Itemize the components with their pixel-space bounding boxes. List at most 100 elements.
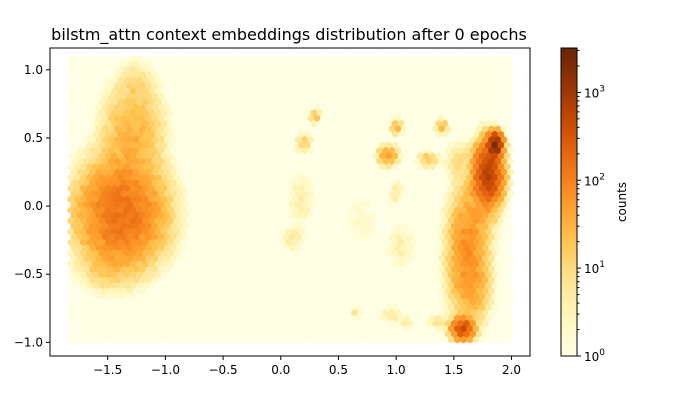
hex-cell <box>441 335 449 344</box>
hex-cell <box>67 335 75 344</box>
x-tick-label: −1.5 <box>93 363 122 377</box>
hex-cell <box>154 335 162 344</box>
hex-cell <box>354 335 361 344</box>
y-tick-label: −1.0 <box>14 335 43 349</box>
hex-cell <box>335 335 343 344</box>
x-tick-label: −0.5 <box>209 363 238 377</box>
hex-cell <box>397 335 405 344</box>
hex-cell <box>435 335 442 344</box>
hex-cell <box>298 335 305 344</box>
hex-cell <box>223 335 231 344</box>
hex-cell <box>273 335 280 344</box>
hex-cell <box>167 335 174 344</box>
hex-cell <box>373 335 380 344</box>
hexbin-cells <box>67 55 514 344</box>
hex-cell <box>291 335 299 344</box>
hex-cell <box>503 335 511 344</box>
x-tick-label: 2.0 <box>502 363 521 377</box>
hex-cell <box>497 335 505 344</box>
hex-cell <box>429 335 436 344</box>
hex-cell <box>254 335 262 344</box>
hex-cell <box>479 335 486 344</box>
hex-cell <box>460 335 467 344</box>
hex-cell <box>329 335 336 344</box>
hex-cell <box>235 335 243 344</box>
x-axis: −1.5 −1.0 −0.5 0.0 0.5 1.0 1.5 2.0 <box>93 356 521 377</box>
hex-cell <box>198 335 206 344</box>
hex-cell <box>160 335 168 344</box>
hex-cell <box>304 335 311 344</box>
plot-area <box>49 47 531 357</box>
hex-cell <box>217 335 224 344</box>
hex-cell <box>123 335 131 344</box>
colorbar-tick-label: 102 <box>584 172 605 188</box>
chart-title: bilstm_attn context embeddings distribut… <box>51 25 527 45</box>
hex-cell <box>454 335 461 344</box>
hex-cell <box>391 335 399 344</box>
hex-cell <box>279 335 287 344</box>
hex-cell <box>416 335 424 344</box>
x-tick-label: 0.5 <box>329 363 348 377</box>
hex-cell <box>204 335 212 344</box>
y-axis: −1.0 −0.5 0.0 0.5 1.0 <box>14 63 50 349</box>
colorbar-tick-label: 103 <box>584 84 605 100</box>
x-tick-label: 1.5 <box>444 363 463 377</box>
hex-cell <box>210 335 218 344</box>
hex-cell <box>73 335 81 344</box>
hex-cell <box>285 335 293 344</box>
hex-cell <box>316 335 324 344</box>
hex-cell <box>341 335 349 344</box>
hex-cell <box>148 335 156 344</box>
hex-cell <box>179 335 187 344</box>
hex-cell <box>466 335 474 344</box>
hex-cell <box>117 335 125 344</box>
y-tick-label: 0.5 <box>24 131 43 145</box>
hex-cell <box>248 335 255 344</box>
hex-cell <box>135 335 143 344</box>
hex-cell <box>129 335 137 344</box>
y-tick-label: −0.5 <box>14 267 43 281</box>
hex-cell <box>267 335 274 344</box>
colorbar-scale <box>560 47 578 357</box>
hex-cell <box>410 335 417 344</box>
hex-cell <box>241 335 249 344</box>
colorbar-tick-label: 101 <box>584 260 605 276</box>
hex-cell <box>79 335 87 344</box>
colorbar-tick-label: 100 <box>584 348 605 364</box>
y-tick-label: 0.0 <box>24 199 43 213</box>
x-tick-label: 1.0 <box>387 363 406 377</box>
hex-cell <box>260 335 268 344</box>
hex-cell <box>98 335 106 344</box>
hex-cell <box>142 335 149 344</box>
hex-cell <box>229 335 237 344</box>
hex-cell <box>472 335 480 344</box>
hex-cell <box>485 335 492 344</box>
colorbar-label: counts <box>615 182 629 222</box>
colorbar-tick-exponent: 0 <box>599 348 605 358</box>
hex-cell <box>385 335 393 344</box>
hex-cell <box>323 335 330 344</box>
hex-cell <box>192 335 199 344</box>
hex-cell <box>185 335 193 344</box>
x-tick-label: 0.0 <box>271 363 290 377</box>
hex-cell <box>422 335 430 344</box>
hex-cell <box>92 335 100 344</box>
hex-cell <box>104 335 112 344</box>
hex-cell <box>173 335 181 344</box>
hex-cell <box>404 335 411 344</box>
hex-cell <box>111 335 118 344</box>
hex-cell <box>310 335 318 344</box>
hex-cell <box>447 335 455 344</box>
hex-cell <box>86 335 93 344</box>
colorbar-tick-exponent: 2 <box>599 172 605 182</box>
hex-cell <box>366 335 374 344</box>
y-tick-label: 1.0 <box>24 63 43 77</box>
colorbar-tick-exponent: 3 <box>599 84 605 94</box>
hex-cell <box>360 335 368 344</box>
colorbar-tick-exponent: 1 <box>599 260 605 270</box>
hex-cell <box>348 335 355 344</box>
x-tick-label: −1.0 <box>151 363 180 377</box>
